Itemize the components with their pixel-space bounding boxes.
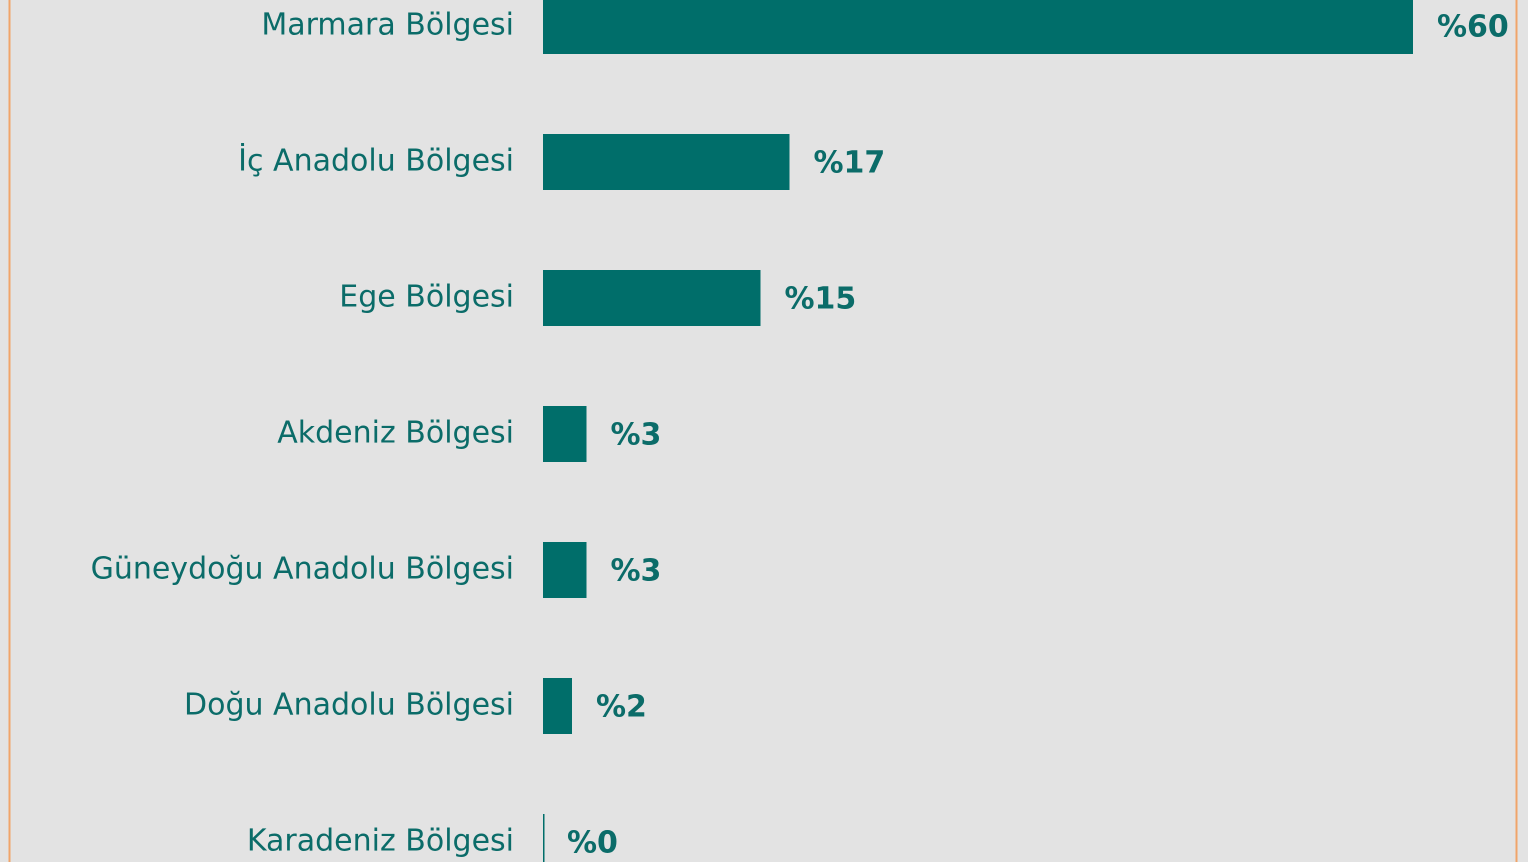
bar — [543, 0, 1413, 54]
category-label: Doğu Anadolu Bölgesi — [184, 688, 514, 723]
category-label: Ege Bölgesi — [339, 280, 514, 315]
value-label: %2 — [596, 690, 647, 725]
bar — [543, 542, 587, 598]
value-label: %15 — [785, 282, 857, 317]
category-label: Marmara Bölgesi — [261, 8, 514, 43]
category-label: Karadeniz Bölgesi — [247, 824, 514, 859]
category-label: İç Anadolu Bölgesi — [238, 143, 514, 179]
bar — [543, 406, 587, 462]
category-label: Güneydoğu Anadolu Bölgesi — [91, 552, 514, 587]
bar — [543, 270, 761, 326]
value-label: %17 — [814, 146, 886, 181]
value-label: %3 — [611, 418, 662, 453]
bar — [543, 678, 572, 734]
category-label: Akdeniz Bölgesi — [277, 416, 514, 451]
value-label: %3 — [611, 554, 662, 589]
value-label: %60 — [1437, 10, 1509, 45]
bar — [543, 134, 790, 190]
value-label: %0 — [567, 826, 618, 861]
